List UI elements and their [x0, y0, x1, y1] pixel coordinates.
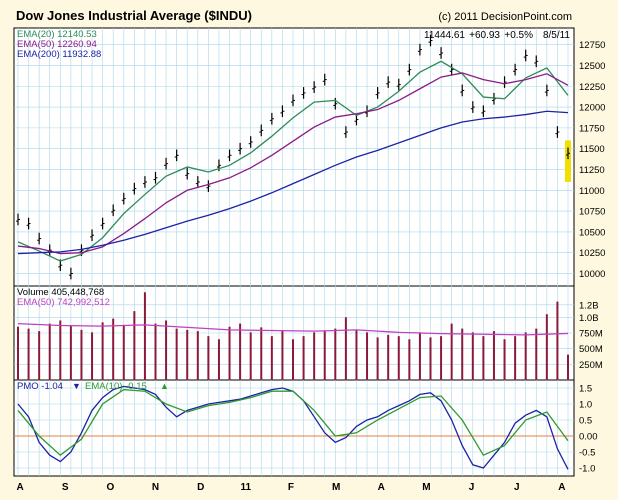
x-tick-label: S [62, 482, 69, 493]
copyright-label: (c) 2011 DecisionPoint.com [438, 11, 572, 23]
price-tick-label: 11250 [579, 165, 605, 176]
price-tick-label: 11000 [579, 186, 605, 197]
x-tick-label: N [152, 482, 159, 493]
price-tick-label: 10250 [579, 248, 605, 259]
price-tick-label: 12500 [579, 61, 605, 72]
pmo-tick-label: -1.0 [579, 464, 595, 475]
pmo-tick-label: 1.0 [579, 400, 592, 411]
x-tick-label: F [288, 482, 294, 493]
legend-volume: Volume 405,448,768 [17, 287, 104, 298]
volume-ema-line [17, 322, 569, 336]
last-bar-highlight [565, 140, 571, 182]
x-tick-label: D [197, 482, 204, 493]
grid-lines [14, 28, 574, 476]
legend-ema50: EMA(50) 12260.94 [17, 39, 97, 50]
chart-marks [16, 34, 571, 470]
chart-title: Dow Jones Industrial Average ($INDU) [16, 8, 252, 23]
last-close: 11444.61 [424, 30, 465, 41]
up-arrow-icon: ▲ [160, 381, 169, 391]
pmo-tick-label: 0.5 [579, 416, 592, 427]
price-tick-label: 10500 [579, 227, 605, 238]
price-tick-label: 10750 [579, 207, 605, 218]
price-panel [13, 27, 575, 287]
pmo-tick-label: 1.5 [579, 384, 592, 395]
price-tick-label: 11750 [579, 123, 605, 134]
legend-ema20: EMA(20) 12140.53 [17, 29, 97, 40]
last-date: 8/5/11 [543, 30, 570, 41]
legend-volume-ema: EMA(50) 742,992,512 [17, 297, 110, 308]
x-tick-label: 11 [241, 482, 252, 493]
volume-tick-label: 500M [579, 344, 603, 355]
x-tick-label: A [558, 482, 565, 493]
x-tick-label: M [422, 482, 430, 493]
volume-tick-label: 1.0B [579, 313, 599, 324]
x-tick-label: M [332, 482, 340, 493]
price-tick-label: 12250 [579, 82, 605, 93]
price-tick-label: 11500 [579, 144, 605, 155]
x-tick-label: A [16, 482, 23, 493]
legend-ema200: EMA(200) 11932.88 [17, 49, 101, 60]
volume-tick-label: 250M [579, 360, 603, 371]
x-tick-label: J [514, 482, 520, 493]
price-tick-label: 12750 [579, 40, 605, 51]
price-tick-label: 10000 [579, 269, 605, 280]
last-change: +60.93 [469, 30, 500, 41]
ema200-line [17, 110, 569, 255]
x-tick-label: J [469, 482, 475, 493]
down-arrow-icon: ▼ [72, 381, 81, 391]
pmo-tick-label: -0.5 [579, 448, 595, 459]
x-tick-label: O [107, 482, 115, 493]
volume-tick-label: 750M [579, 329, 603, 340]
legend-pmo: PMO -1.04 [17, 381, 63, 392]
last-pct: +0.5% [504, 30, 533, 41]
ema50-line [17, 72, 569, 255]
volume-tick-label: 1.2B [579, 300, 599, 311]
ema20-line [17, 60, 569, 262]
tick-labels: A S O N D 11 F M A M J J A 10000 10250 10500 10750 11000 1… [16, 40, 605, 493]
pmo-ema-line [17, 388, 569, 457]
pmo-panel [13, 379, 575, 477]
x-tick-label: A [378, 482, 385, 493]
pmo-tick-label: 0.00 [579, 432, 598, 443]
price-tick-label: 12000 [579, 103, 605, 114]
legend-pmo-ema: EMA(10) -0.15 [85, 381, 147, 392]
